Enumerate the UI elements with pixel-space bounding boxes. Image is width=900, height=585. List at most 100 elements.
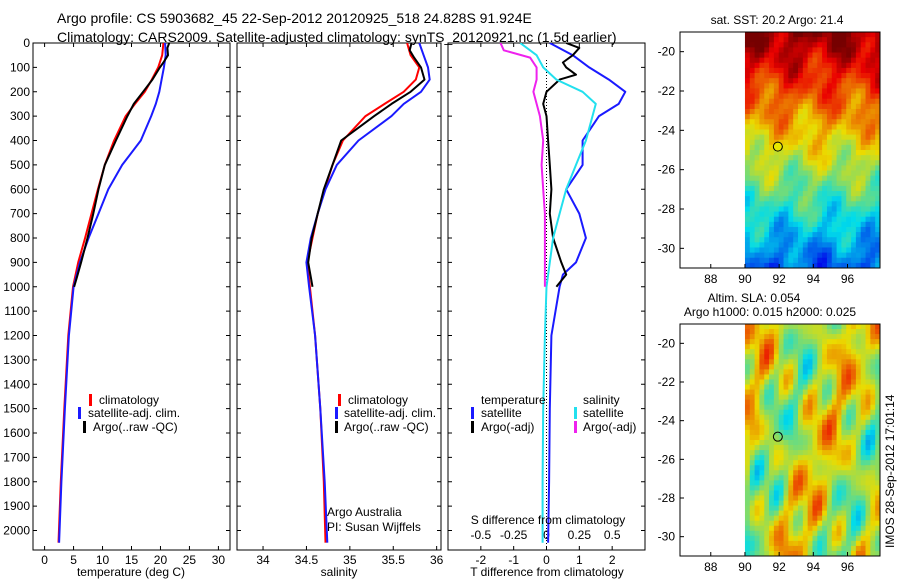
map-cell <box>749 114 755 120</box>
map-cell <box>846 409 852 416</box>
map-cell <box>798 114 804 120</box>
map-cell <box>817 201 823 207</box>
map-cell <box>802 57 809 64</box>
map-cell <box>783 114 789 120</box>
map-cell <box>778 242 784 248</box>
map-cell <box>778 226 784 233</box>
map-cell <box>778 232 784 238</box>
map-cell <box>826 103 833 110</box>
map-cell <box>851 150 857 156</box>
map-cell <box>744 242 751 248</box>
map-cell <box>802 139 809 146</box>
map-cell <box>744 62 751 69</box>
map-cell <box>875 129 881 136</box>
map-cell <box>807 247 813 254</box>
map-cell <box>759 62 765 69</box>
map-cell <box>831 211 837 218</box>
map-cell <box>778 62 784 69</box>
map-cell <box>817 424 823 431</box>
map-cell <box>870 455 876 461</box>
map-cell <box>798 155 804 161</box>
map-cell <box>778 196 784 202</box>
series-line-satellite-adj-clim- <box>58 43 167 543</box>
map-cell <box>769 500 775 506</box>
map-cell <box>754 445 760 451</box>
map-cell <box>764 374 770 380</box>
map-cell <box>759 93 765 100</box>
map-cell <box>783 409 789 416</box>
map-cell <box>807 354 813 360</box>
map-cell <box>778 257 784 264</box>
map-cell <box>826 57 833 64</box>
map-cell <box>875 237 881 243</box>
map-cell <box>860 42 866 48</box>
map-cell <box>831 445 837 451</box>
map-cell <box>870 394 876 401</box>
map-cell <box>788 252 794 259</box>
map-cell <box>769 119 775 125</box>
map-cell <box>865 450 871 456</box>
map-cell <box>769 445 775 451</box>
map-cell <box>860 52 866 59</box>
map-cell <box>754 339 760 345</box>
map-cell <box>807 520 813 527</box>
map-cell <box>841 515 847 522</box>
map-cell <box>851 500 857 506</box>
map-cell <box>855 460 862 466</box>
map-cell <box>773 409 780 416</box>
map-cell <box>769 108 775 115</box>
map-cell <box>812 103 818 110</box>
map-cell <box>817 119 823 125</box>
map-cell <box>773 339 780 345</box>
map-cell <box>769 247 775 254</box>
map-cell <box>807 196 813 202</box>
map-cell <box>812 394 818 401</box>
map-cell <box>783 460 789 466</box>
map-cell <box>836 201 842 207</box>
map-cell <box>831 83 837 89</box>
map-cell <box>826 108 833 115</box>
map-cell <box>802 349 809 355</box>
map-cell <box>773 32 780 38</box>
map-cell <box>773 252 780 259</box>
map-cell <box>783 429 789 436</box>
sla-map: Altim. SLA: 0.054 Argo h1000: 0.015 h200… <box>658 291 881 574</box>
map-cell <box>822 545 828 552</box>
map-cell <box>822 535 828 542</box>
map-cell <box>826 495 833 501</box>
map-cell <box>836 389 842 396</box>
map-cell <box>769 324 775 330</box>
map-cell <box>798 530 804 537</box>
map-cell <box>788 349 794 355</box>
map-cell <box>754 455 760 461</box>
map-cell <box>773 124 780 130</box>
map-cell <box>826 550 833 557</box>
map-cell <box>875 32 881 38</box>
map-cell <box>875 191 881 197</box>
map-cell <box>778 57 784 64</box>
map-cell <box>754 160 760 166</box>
map-cell <box>855 530 862 537</box>
map-cell <box>831 73 837 79</box>
map-cell <box>855 470 862 476</box>
map-cell <box>841 384 847 390</box>
map-cell <box>812 114 818 120</box>
legend-label-satellite: satellite-adj. clim. <box>344 406 436 420</box>
map-cell <box>851 67 857 74</box>
salinity-xlabel: salinity <box>321 565 358 579</box>
map-cell <box>812 52 818 59</box>
map-cell <box>865 384 871 390</box>
map-cell <box>783 445 789 451</box>
map-cell <box>773 257 780 264</box>
map-cell <box>744 414 751 421</box>
map-cell <box>870 535 876 542</box>
map-cell <box>826 78 833 84</box>
map-cell <box>817 139 823 146</box>
map-cell <box>798 465 804 471</box>
map-cell <box>831 324 837 330</box>
map-cell <box>836 242 842 248</box>
map-cell <box>759 211 765 218</box>
map-cell <box>778 404 784 411</box>
map-cell <box>807 470 813 476</box>
